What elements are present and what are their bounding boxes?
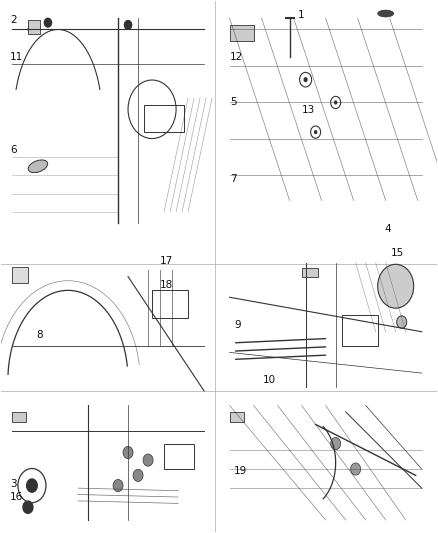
Text: 6: 6: [10, 145, 17, 155]
Circle shape: [28, 25, 35, 34]
Circle shape: [124, 21, 132, 29]
Circle shape: [331, 438, 341, 450]
Circle shape: [113, 480, 123, 491]
Circle shape: [351, 463, 360, 475]
Text: 12: 12: [230, 52, 243, 62]
FancyBboxPatch shape: [12, 412, 26, 422]
Circle shape: [123, 447, 133, 458]
Text: 16: 16: [10, 492, 23, 502]
Circle shape: [44, 18, 52, 27]
Text: 10: 10: [262, 375, 276, 385]
FancyBboxPatch shape: [28, 20, 40, 34]
Circle shape: [378, 264, 414, 308]
Text: 18: 18: [160, 280, 173, 290]
Circle shape: [334, 100, 337, 104]
Circle shape: [26, 478, 38, 493]
Text: 5: 5: [230, 97, 237, 107]
Text: 2: 2: [10, 15, 17, 25]
Text: 17: 17: [160, 256, 173, 266]
FancyBboxPatch shape: [230, 412, 244, 422]
FancyBboxPatch shape: [12, 267, 28, 284]
Text: 15: 15: [391, 248, 404, 259]
Ellipse shape: [397, 316, 407, 328]
Circle shape: [314, 130, 318, 134]
Text: 3: 3: [10, 479, 17, 489]
Text: 19: 19: [234, 466, 247, 475]
Ellipse shape: [378, 10, 394, 17]
Text: 1: 1: [297, 10, 304, 20]
Circle shape: [23, 501, 33, 513]
Text: 4: 4: [385, 224, 391, 235]
Text: 9: 9: [234, 320, 241, 330]
Text: 8: 8: [36, 330, 43, 341]
Ellipse shape: [28, 160, 48, 173]
Circle shape: [143, 454, 153, 466]
Circle shape: [133, 470, 143, 481]
Text: 11: 11: [10, 52, 23, 62]
Text: 13: 13: [302, 105, 315, 115]
Text: 7: 7: [230, 174, 237, 184]
FancyBboxPatch shape: [230, 25, 254, 41]
Circle shape: [304, 77, 308, 82]
FancyBboxPatch shape: [302, 268, 318, 277]
